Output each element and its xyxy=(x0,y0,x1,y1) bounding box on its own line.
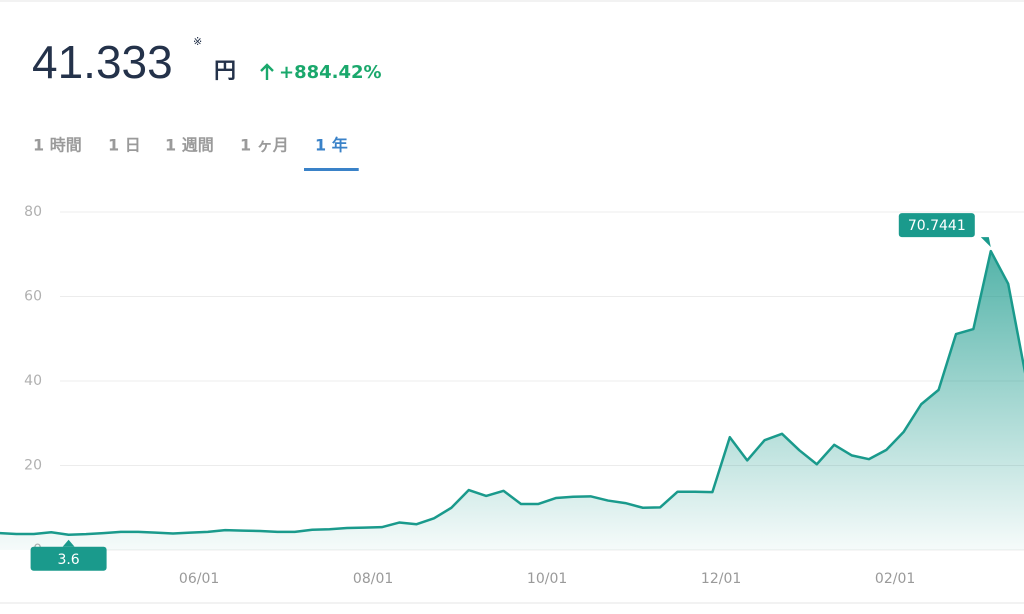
x-tick-label: 06/01 xyxy=(179,571,219,587)
tab[interactable]: 1 時間 xyxy=(33,136,82,155)
x-tick-label: 08/01 xyxy=(353,571,393,587)
callout-tip xyxy=(980,237,991,248)
up-arrow xyxy=(260,63,274,80)
x-tick-label: 12/01 xyxy=(701,571,741,587)
callout-tip xyxy=(62,539,75,547)
area-fill xyxy=(0,251,1024,550)
tab[interactable]: 1 年 xyxy=(315,136,348,155)
tab[interactable]: 1 ヶ月 xyxy=(240,136,289,155)
callout-box xyxy=(30,546,107,571)
y-tick-label: 20 xyxy=(24,458,42,474)
tab-underline xyxy=(304,168,359,171)
callout-label: 70.7441 xyxy=(908,218,966,234)
price-line xyxy=(0,249,1024,537)
y-tick-label: 40 xyxy=(24,373,42,389)
chart: 02040608006/0108/0110/0112/0102/013.670.… xyxy=(0,204,1024,587)
x-tick-label: 02/01 xyxy=(875,571,915,587)
y-tick-label: 80 xyxy=(24,204,42,220)
price: 41.333 xyxy=(32,36,173,88)
tabs: 1 時間 1 日 1 週間 1 ヶ月 1 年 xyxy=(33,136,359,171)
callout-box xyxy=(898,213,975,238)
y-tick-label: 60 xyxy=(24,289,42,305)
unit: 円 xyxy=(214,59,236,84)
change: +884.42% xyxy=(279,62,382,83)
callout-label: 3.6 xyxy=(57,552,79,568)
x-tick-label: 10/01 xyxy=(527,571,567,587)
max-callout: 70.7441 xyxy=(898,213,991,248)
tab[interactable]: 1 日 xyxy=(108,136,141,155)
note-mark: ※ xyxy=(193,35,202,48)
tab[interactable]: 1 週間 xyxy=(165,136,214,155)
min-callout: 3.6 xyxy=(30,539,107,571)
